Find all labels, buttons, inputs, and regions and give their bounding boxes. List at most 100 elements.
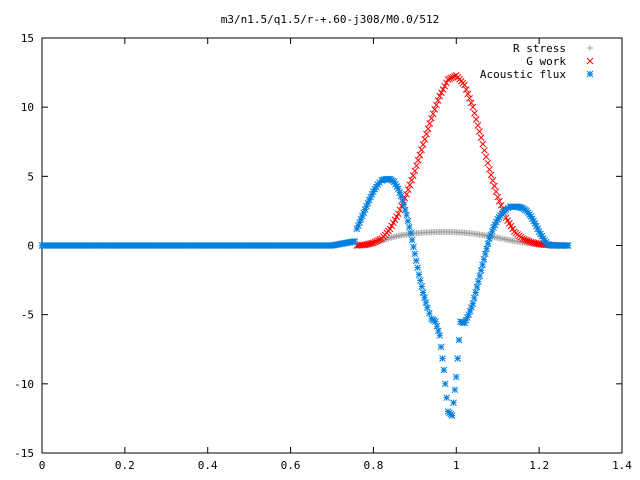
- data-point: [412, 257, 420, 265]
- y-tick-label: -5: [21, 309, 34, 322]
- data-point: [394, 210, 402, 218]
- data-point: [405, 223, 413, 231]
- data-point: [481, 146, 488, 154]
- data-point: [491, 182, 498, 190]
- data-point: [404, 186, 412, 193]
- data-point: [428, 114, 435, 122]
- data-point: [421, 135, 429, 143]
- data-point: [472, 115, 480, 123]
- data-point: [496, 197, 503, 205]
- data-point: [474, 122, 482, 129]
- data-point: [403, 190, 410, 198]
- data-point: [411, 250, 419, 258]
- x-tick-label: 1.4: [612, 459, 632, 472]
- data-point: [423, 130, 430, 138]
- data-point: [413, 162, 420, 169]
- data-point: [441, 82, 449, 90]
- data-point: [439, 86, 447, 93]
- data-point: [418, 146, 425, 154]
- data-point: [564, 242, 572, 249]
- data-point: [472, 289, 479, 296]
- data-point: [475, 278, 482, 285]
- data-point: [415, 271, 423, 278]
- data-point: [416, 151, 424, 159]
- legend-marker: [586, 70, 594, 78]
- data-point: [437, 343, 445, 351]
- data-point: [438, 89, 445, 97]
- data-point: [422, 299, 430, 307]
- legend-marker: [586, 57, 594, 65]
- y-tick-label: 5: [27, 170, 34, 183]
- data-point: [455, 336, 463, 344]
- data-point: [373, 237, 381, 245]
- data-point: [484, 240, 492, 248]
- data-point: [404, 217, 412, 225]
- data-point: [450, 399, 457, 407]
- data-point: [408, 236, 416, 244]
- data-point: [444, 76, 452, 83]
- data-point: [471, 109, 478, 117]
- data-point: [407, 229, 415, 237]
- data-point: [480, 255, 488, 263]
- data-point: [497, 202, 505, 209]
- data-point: [466, 94, 473, 102]
- data-point: [432, 318, 439, 325]
- data-point: [470, 294, 478, 302]
- data-point: [489, 177, 497, 184]
- data-point: [452, 373, 460, 381]
- data-point: [401, 206, 409, 214]
- data-point: [423, 304, 431, 312]
- data-point: [403, 211, 410, 219]
- data-point: [476, 128, 483, 135]
- data-point: [481, 250, 489, 258]
- data-point: [426, 120, 434, 127]
- data-marks: [38, 71, 572, 420]
- data-point: [482, 153, 490, 161]
- y-tick-label: -15: [14, 447, 34, 460]
- data-point: [409, 172, 417, 179]
- data-point: [461, 81, 468, 89]
- data-point: [464, 90, 472, 98]
- data-point: [375, 236, 382, 244]
- x-tick-label: 1.2: [529, 459, 549, 472]
- data-point: [414, 264, 421, 271]
- x-tick-label: 0.6: [281, 459, 301, 472]
- data-point: [421, 294, 428, 301]
- data-point: [462, 86, 470, 93]
- data-point: [396, 189, 404, 196]
- legend-label: G work: [526, 55, 566, 68]
- data-point: [414, 156, 422, 164]
- x-tick-label: 0.4: [198, 459, 218, 472]
- data-point: [531, 220, 539, 227]
- data-point: [479, 261, 486, 269]
- x-tick-label: 0.8: [363, 459, 383, 472]
- data-point: [433, 322, 441, 330]
- legend-marker: [587, 45, 593, 51]
- data-point: [396, 206, 404, 214]
- data-point: [451, 386, 459, 394]
- y-tick-label: 15: [21, 32, 34, 45]
- data-point: [477, 134, 485, 141]
- data-point: [443, 394, 450, 402]
- data-point: [410, 243, 417, 251]
- data-point: [494, 193, 502, 201]
- chart-title: m3/n1.5/q1.5/r-+.60-j308/M0.0/512: [221, 13, 440, 26]
- data-point: [486, 166, 493, 173]
- data-point: [419, 289, 427, 296]
- data-point: [440, 366, 448, 374]
- data-point: [465, 311, 473, 319]
- data-point: [436, 332, 444, 339]
- data-point: [446, 75, 454, 83]
- data-point: [351, 237, 359, 245]
- data-point: [417, 277, 424, 284]
- data-point: [441, 380, 449, 388]
- data-point: [408, 176, 415, 184]
- x-tick-label: 0.2: [115, 459, 135, 472]
- x-tick-label: 0: [39, 459, 46, 472]
- data-point: [434, 327, 442, 335]
- data-point: [447, 74, 455, 82]
- data-point: [433, 101, 440, 109]
- data-point: [360, 209, 368, 217]
- data-point: [469, 300, 477, 307]
